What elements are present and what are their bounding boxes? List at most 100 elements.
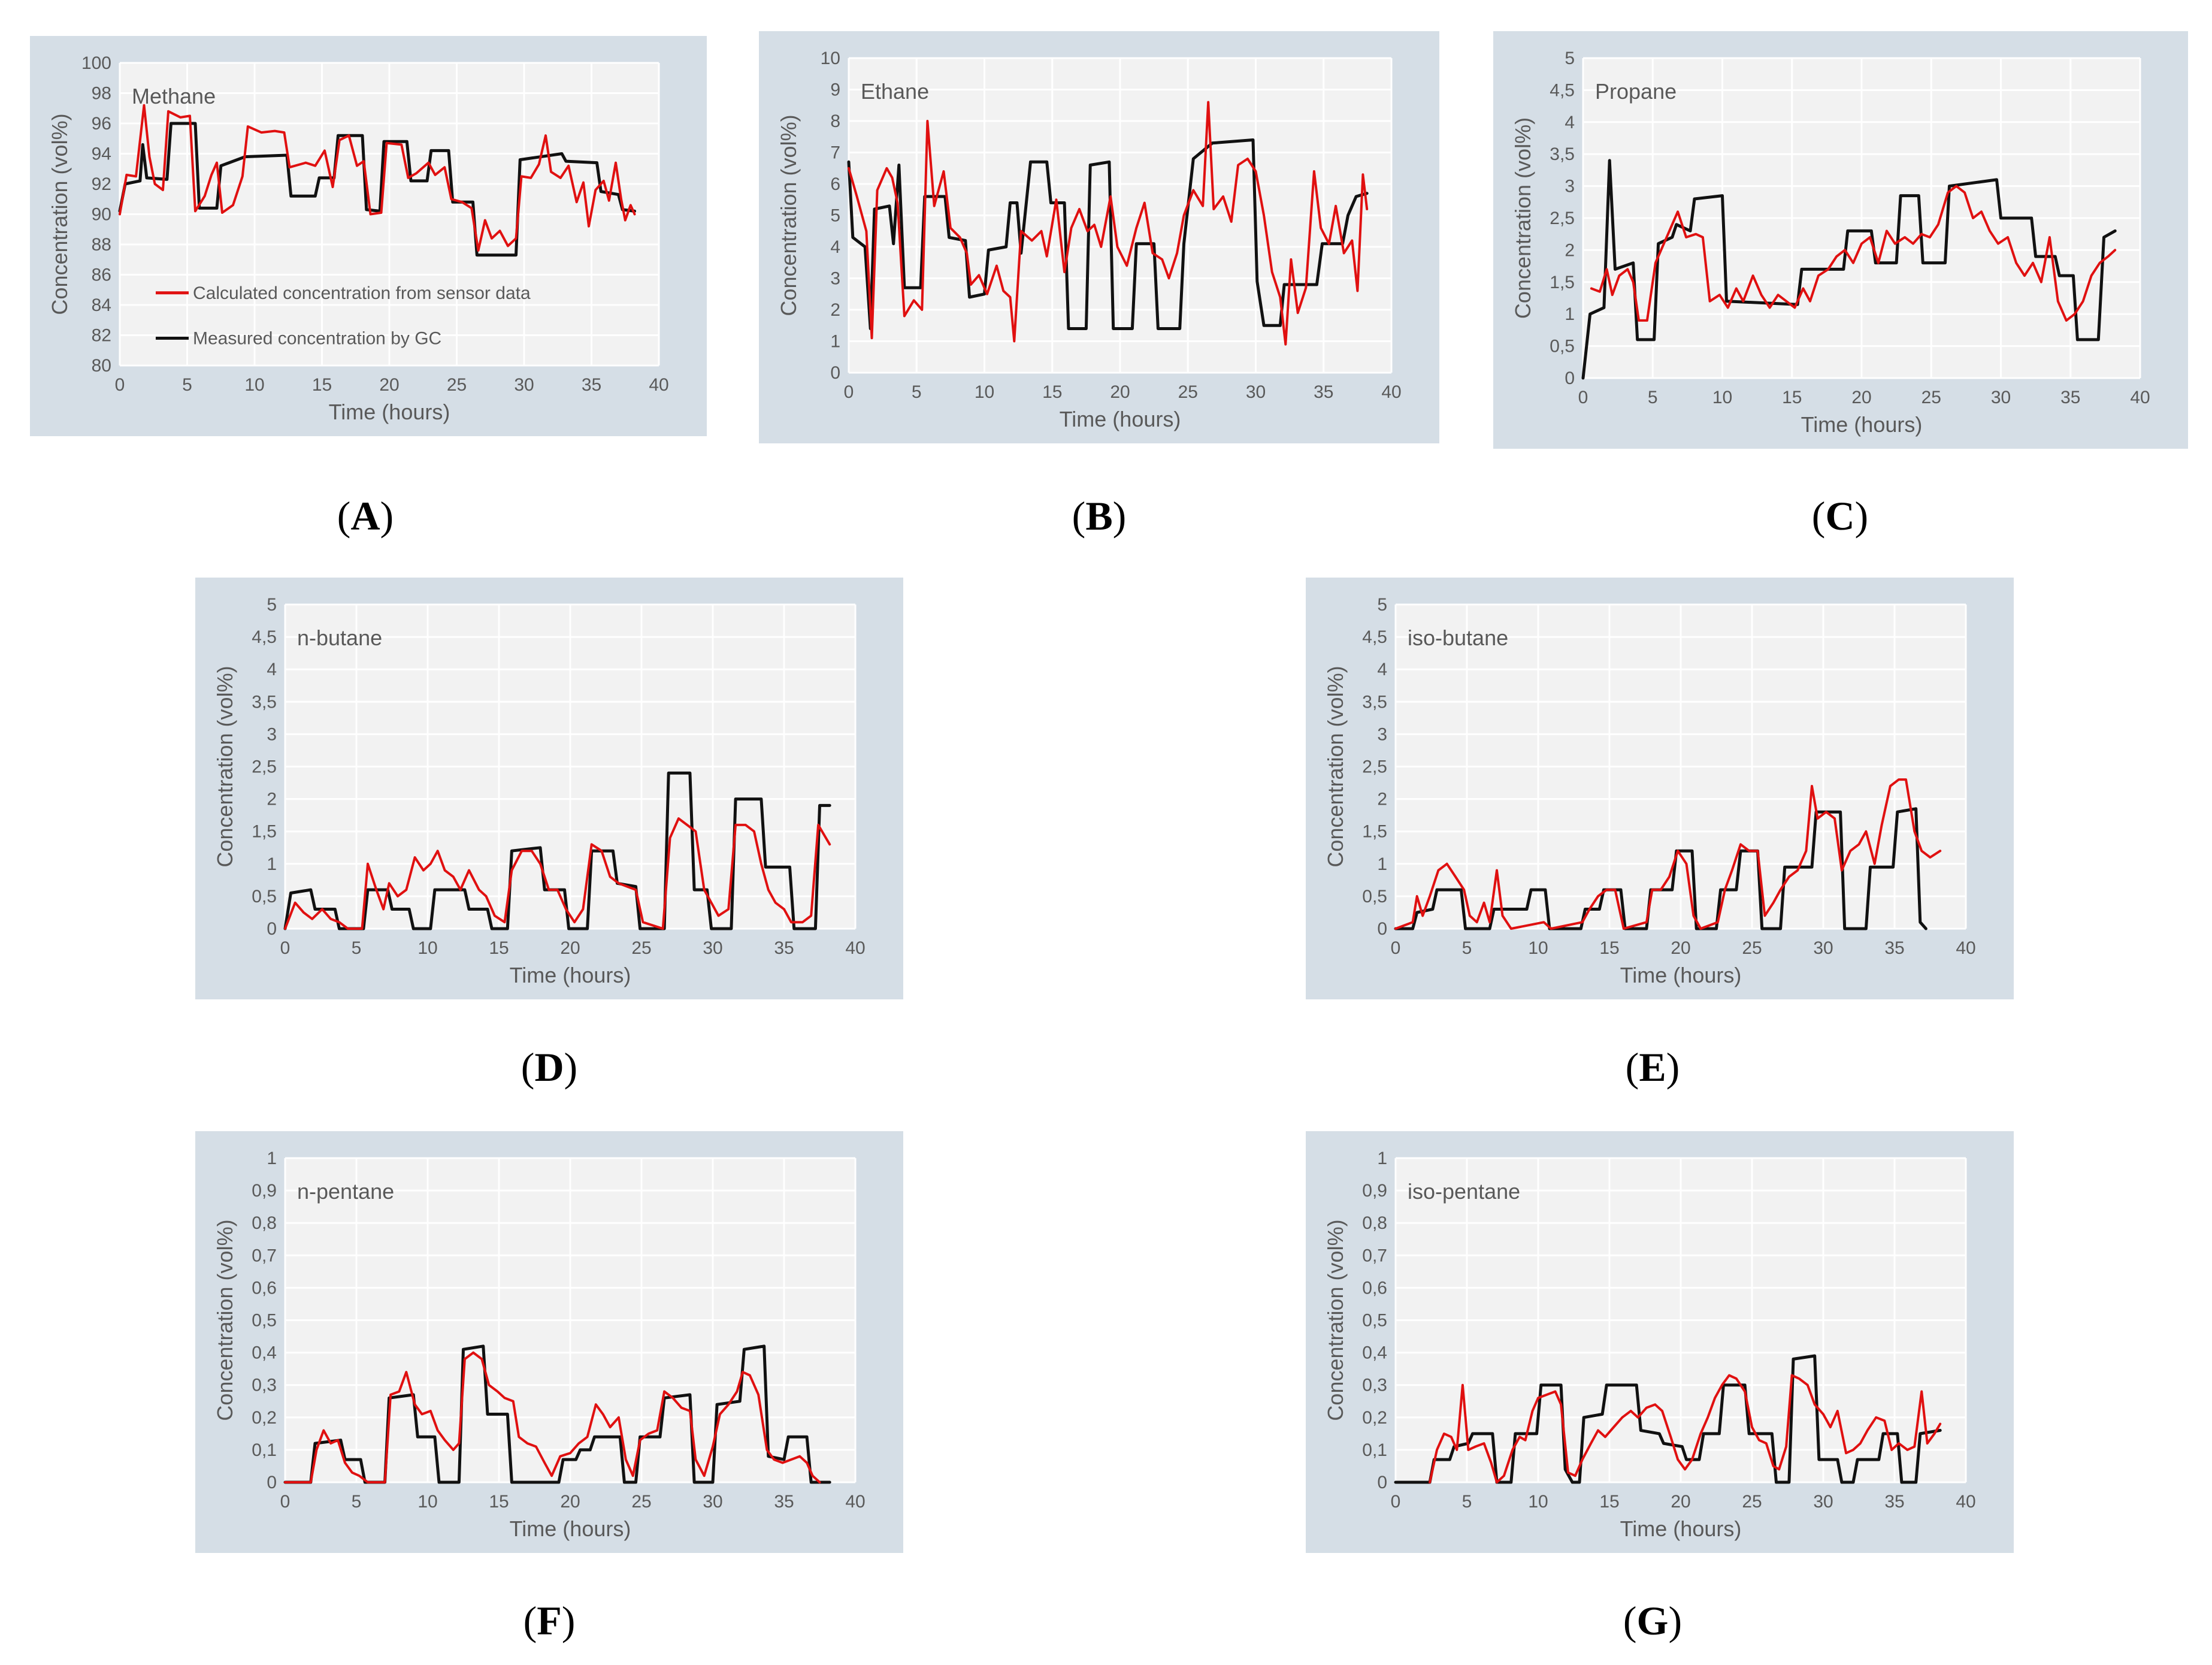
- chart-iso-butane-xtick-label: 35: [1884, 938, 1904, 958]
- chart-methane-xlabel: Time (hours): [329, 400, 450, 424]
- chart-n-pentane-xtick-label: 20: [560, 1492, 580, 1512]
- chart-propane-ytick-label: 3: [1565, 177, 1575, 197]
- chart-n-butane-ytick-label: 5: [267, 595, 277, 615]
- chart-ethane: 0 5 10 15 20 25 30 35 40 0 1 2 3 4 5 6 7 8 9 10 Time (hours)…: [759, 31, 1439, 443]
- chart-n-butane-ytick-label: 0: [267, 919, 277, 939]
- caption-e: (E): [1625, 1044, 1680, 1090]
- chart-propane-ylabel: Concentration (vol%): [1511, 117, 1535, 319]
- chart-propane-xtick-label: 35: [2060, 388, 2080, 407]
- chart-methane-xtick-label: 25: [447, 375, 467, 395]
- chart-n-butane-series-calculated: [284, 817, 831, 930]
- chart-iso-pentane-ytick-label: 0,6: [1362, 1278, 1387, 1298]
- chart-n-pentane-ytick-label: 0,7: [252, 1246, 277, 1265]
- chart-propane-ytick-label: 3,5: [1550, 144, 1575, 164]
- chart-iso-butane-ytick-label: 3,5: [1362, 692, 1387, 712]
- chart-ethane-ytick-label: 6: [830, 174, 840, 194]
- chart-ethane-ytick-label: 0: [830, 363, 840, 383]
- chart-ethane-ylabel: Concentration (vol%): [776, 114, 801, 316]
- chart-propane-series-calculated: [1590, 185, 2117, 322]
- chart-n-butane-ytick-label: 2,5: [252, 757, 277, 777]
- chart-propane-ytick-label: 2: [1565, 240, 1575, 260]
- chart-iso-butane-series-calculated: [1394, 778, 1942, 930]
- chart-iso-butane-xtick-label: 15: [1599, 938, 1619, 958]
- chart-methane-xtick-label: 0: [115, 375, 125, 395]
- chart-ethane-ytick-label: 7: [830, 143, 840, 163]
- caption-g: (G): [1623, 1598, 1683, 1643]
- chart-methane: 0 5 10 15 20 25 30 35 40 80 82 84 86 88 90 92 94 96 98 100 T…: [30, 36, 707, 436]
- chart-methane-ytick-label: 86: [92, 265, 111, 285]
- chart-iso-pentane-series-calculated: [1429, 1374, 1942, 1483]
- chart-propane-ytick-label: 0,5: [1550, 337, 1575, 356]
- chart-ethane-series-measured: [847, 138, 1369, 330]
- chart-propane-ytick-label: 5: [1565, 49, 1575, 68]
- chart-panel-n-butane: 0 5 10 15 20 25 30 35 40 0 0,5 1 1,5 2 2,5 3 3,5 4 4,5 5 Tim…: [195, 578, 903, 999]
- chart-ethane-ytick-label: 10: [821, 49, 840, 68]
- chart-iso-pentane-ytick-label: 0: [1377, 1473, 1387, 1492]
- chart-n-butane-xlabel: Time (hours): [510, 963, 631, 987]
- chart-n-butane-ytick-label: 3: [267, 724, 277, 744]
- chart-n-pentane-ytick-label: 0: [267, 1473, 277, 1492]
- caption-b-label: B: [1085, 493, 1113, 539]
- chart-panel-iso-butane: 0 5 10 15 20 25 30 35 40 0 0,5 1 1,5 2 2,5 3 3,5 4 4,5 5 Tim…: [1306, 578, 2014, 999]
- chart-propane-ytick-label: 1,5: [1550, 273, 1575, 292]
- chart-n-butane-ylabel: Concentration (vol%): [213, 666, 237, 867]
- chart-iso-pentane-xlabel: Time (hours): [1620, 1516, 1742, 1541]
- chart-propane-xtick-label: 25: [1921, 388, 1941, 407]
- chart-propane-ytick-label: 1: [1565, 304, 1575, 324]
- chart-iso-butane-ytick-label: 1,5: [1362, 822, 1387, 842]
- chart-methane-legend-calculated-label: Calculated concentration from sensor dat…: [193, 283, 531, 303]
- chart-ethane-title: Ethane: [861, 79, 929, 104]
- chart-iso-butane-xtick-label: 25: [1742, 938, 1762, 958]
- chart-n-butane-xtick-label: 20: [560, 938, 580, 958]
- caption-d: (D): [521, 1044, 578, 1090]
- chart-n-pentane-xtick-label: 5: [352, 1492, 362, 1512]
- chart-iso-pentane-ylabel: Concentration (vol%): [1323, 1219, 1348, 1421]
- chart-n-pentane-xtick-label: 10: [417, 1492, 437, 1512]
- caption-g-label: G: [1636, 1598, 1669, 1643]
- chart-iso-butane-xlabel: Time (hours): [1620, 963, 1742, 987]
- chart-ethane-xtick-label: 40: [1381, 382, 1401, 402]
- chart-propane-title: Propane: [1595, 79, 1677, 104]
- chart-methane-ytick-label: 94: [92, 144, 111, 164]
- chart-methane-xtick-label: 35: [582, 375, 601, 395]
- chart-propane-xtick-label: 10: [1712, 388, 1732, 407]
- chart-n-butane-xtick-label: 0: [280, 938, 291, 958]
- caption-e-label: E: [1639, 1044, 1666, 1090]
- chart-iso-pentane-title: iso-pentane: [1408, 1179, 1520, 1204]
- chart-propane-ytick-label: 4,5: [1550, 80, 1575, 100]
- chart-methane-ylabel: Concentration (vol%): [47, 113, 72, 315]
- chart-propane-xtick-label: 0: [1578, 388, 1588, 407]
- chart-n-pentane: 0 5 10 15 20 25 30 35 40 0 0,1 0,2 0,3 0,4 0,5 0,6 0,7 0,…: [195, 1131, 903, 1553]
- chart-n-butane-ytick-label: 2: [267, 790, 277, 809]
- chart-n-butane-xtick-label: 5: [352, 938, 362, 958]
- chart-methane-ytick-label: 82: [92, 326, 111, 346]
- chart-ethane-xtick-label: 15: [1042, 382, 1062, 402]
- chart-propane-xtick-label: 30: [1991, 388, 2011, 407]
- chart-iso-pentane-ytick-label: 0,2: [1362, 1408, 1387, 1428]
- chart-iso-butane-ytick-label: 0,5: [1362, 887, 1387, 906]
- chart-propane-xtick-label: 20: [1851, 388, 1871, 407]
- chart-methane-xtick-label: 10: [244, 375, 264, 395]
- chart-n-butane-xtick-label: 15: [489, 938, 509, 958]
- chart-n-butane-xtick-label: 35: [774, 938, 794, 958]
- chart-iso-pentane-xtick-label: 35: [1884, 1492, 1904, 1512]
- chart-propane: 0 5 10 15 20 25 30 35 40 0 0,5 1 1,5 2 2,5 3 3,5 4 4,5 5 Tim…: [1493, 31, 2188, 449]
- chart-ethane-xtick-label: 5: [912, 382, 922, 402]
- chart-iso-butane-ytick-label: 4: [1377, 660, 1387, 679]
- chart-ethane-ytick-label: 3: [830, 269, 840, 289]
- chart-iso-pentane-ytick-label: 0,5: [1362, 1311, 1387, 1331]
- chart-methane-xtick-label: 30: [514, 375, 534, 395]
- chart-iso-butane-title: iso-butane: [1408, 625, 1508, 650]
- chart-ethane-ytick-label: 9: [830, 80, 840, 100]
- chart-ethane-ytick-label: 2: [830, 300, 840, 320]
- chart-methane-ytick-label: 90: [92, 205, 111, 225]
- chart-n-pentane-xtick-label: 35: [774, 1492, 794, 1512]
- chart-iso-butane-ylabel: Concentration (vol%): [1323, 666, 1348, 867]
- chart-n-butane-xtick-label: 25: [631, 938, 651, 958]
- chart-iso-butane-ytick-label: 0: [1377, 919, 1387, 939]
- chart-iso-pentane-xtick-label: 0: [1391, 1492, 1401, 1512]
- chart-methane-ytick-label: 80: [92, 356, 111, 376]
- chart-propane-ytick-label: 4: [1565, 113, 1575, 132]
- caption-f: (F): [523, 1598, 576, 1643]
- chart-ethane-xlabel: Time (hours): [1060, 407, 1181, 431]
